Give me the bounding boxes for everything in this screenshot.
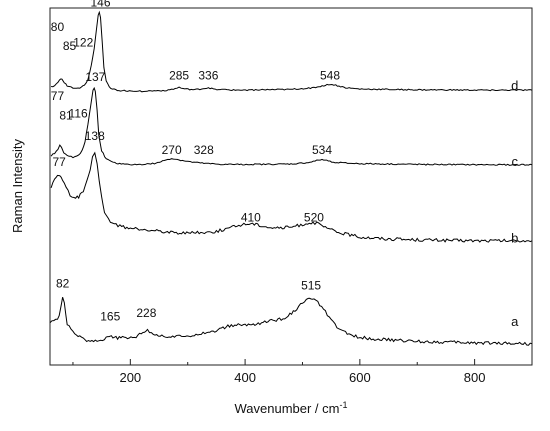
peak-label-c-137: 137 <box>85 70 105 84</box>
peak-label-d-122: 122 <box>73 35 93 49</box>
peak-label-d-146: 146 <box>90 0 110 10</box>
peak-label-a-228: 228 <box>136 306 156 320</box>
peak-label-b-77: 77 <box>53 155 67 169</box>
trace-b <box>50 151 533 243</box>
trace-label-c: c <box>512 154 519 169</box>
peak-label-d-285: 285 <box>169 68 189 82</box>
trace-label-d: d <box>511 78 518 93</box>
peak-label-a-165: 165 <box>100 310 120 324</box>
x-axis-title: Wavenumber / cm-1 <box>234 400 347 416</box>
peak-label-b-410: 410 <box>241 211 261 225</box>
peak-label-c-328: 328 <box>194 143 214 157</box>
trace-label-a: a <box>511 314 519 329</box>
peak-label-c-77: 77 <box>51 89 65 103</box>
trace-d <box>51 10 533 93</box>
x-tick-label-400: 400 <box>234 370 256 385</box>
trace-a <box>49 297 533 346</box>
x-tick-label-200: 200 <box>119 370 141 385</box>
peak-label-c-116: 116 <box>69 107 88 121</box>
trace-labels: a b c d <box>511 78 519 329</box>
peak-label-c-81: 81 <box>59 108 73 122</box>
peak-label-b-138: 138 <box>85 129 105 143</box>
peak-label-c-270: 270 <box>162 143 182 157</box>
spectrum-traces <box>49 10 533 346</box>
x-axis-title-sup: -1 <box>339 400 347 410</box>
x-axis-title-main: Wavenumber / cm <box>234 401 339 416</box>
trace-c <box>50 86 533 166</box>
peak-label-b-520: 520 <box>304 211 324 225</box>
x-tick-labels: 200 400 600 800 <box>119 370 485 385</box>
x-ticks <box>72 359 476 365</box>
peak-label-a-515: 515 <box>301 278 321 292</box>
x-tick-label-600: 600 <box>349 370 371 385</box>
peak-label-d-80: 80 <box>51 20 65 34</box>
peak-label-c-534: 534 <box>312 143 332 157</box>
trace-label-b: b <box>511 230 518 245</box>
plot-frame <box>49 7 533 366</box>
peak-label-d-85: 85 <box>63 39 77 53</box>
peak-label-d-336: 336 <box>198 68 218 82</box>
x-tick-label-800: 800 <box>464 370 486 385</box>
y-axis-title: Raman Intensity <box>10 139 25 233</box>
peak-label-a-82: 82 <box>56 277 70 291</box>
peak-label-d-548: 548 <box>320 68 340 82</box>
